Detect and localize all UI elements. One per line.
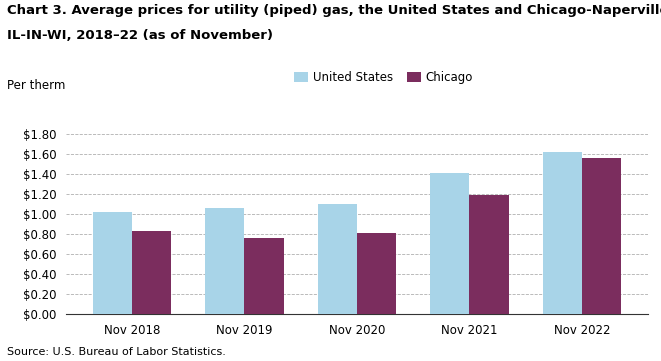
Bar <box>317 204 357 314</box>
Legend: United States, Chicago: United States, Chicago <box>293 71 473 84</box>
Bar <box>205 208 245 314</box>
Text: Per therm: Per therm <box>7 79 65 92</box>
Bar <box>469 195 509 314</box>
Text: Source: U.S. Bureau of Labor Statistics.: Source: U.S. Bureau of Labor Statistics. <box>7 347 225 357</box>
Bar <box>543 152 582 314</box>
Text: Chart 3. Average prices for utility (piped) gas, the United States and Chicago-N: Chart 3. Average prices for utility (pip… <box>7 4 661 17</box>
Bar <box>245 238 284 314</box>
Bar <box>582 158 621 314</box>
Bar <box>93 212 132 314</box>
Bar <box>132 231 171 314</box>
Bar <box>430 173 469 314</box>
Text: IL-IN-WI, 2018–22 (as of November): IL-IN-WI, 2018–22 (as of November) <box>7 29 272 42</box>
Bar <box>357 233 397 314</box>
